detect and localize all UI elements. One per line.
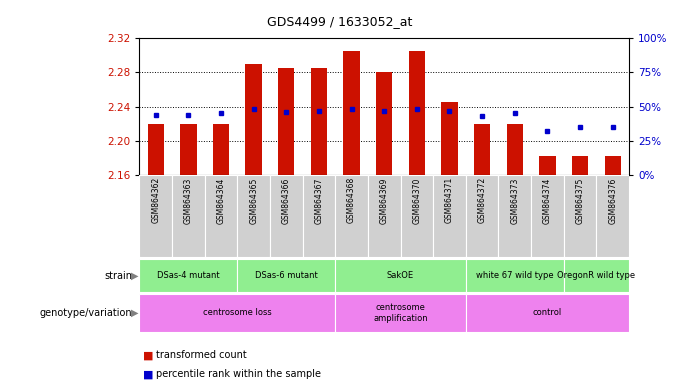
- Bar: [474, 124, 490, 175]
- Text: GSM864371: GSM864371: [445, 177, 454, 223]
- Text: GSM864363: GSM864363: [184, 177, 193, 223]
- Bar: [507, 124, 523, 175]
- Bar: [205, 175, 237, 257]
- Bar: [245, 64, 262, 175]
- Bar: [368, 175, 401, 257]
- Bar: [441, 102, 458, 175]
- Bar: [270, 175, 303, 257]
- Text: control: control: [532, 308, 562, 318]
- Text: transformed count: transformed count: [156, 350, 247, 360]
- Bar: [335, 175, 368, 257]
- Text: percentile rank within the sample: percentile rank within the sample: [156, 369, 322, 379]
- Text: GDS4499 / 1633052_at: GDS4499 / 1633052_at: [267, 15, 413, 28]
- Bar: [343, 51, 360, 175]
- Bar: [564, 175, 596, 257]
- Text: GSM864376: GSM864376: [608, 177, 617, 223]
- Bar: [139, 175, 172, 257]
- Bar: [148, 124, 164, 175]
- Bar: [172, 175, 205, 257]
- Text: GSM864365: GSM864365: [249, 177, 258, 223]
- Bar: [376, 73, 392, 175]
- Bar: [466, 175, 498, 257]
- Bar: [303, 175, 335, 257]
- Bar: [213, 124, 229, 175]
- Bar: [539, 156, 556, 175]
- Bar: [564, 259, 629, 292]
- Text: GSM864370: GSM864370: [412, 177, 422, 223]
- Text: GSM864373: GSM864373: [510, 177, 520, 223]
- Text: DSas-4 mutant: DSas-4 mutant: [157, 271, 220, 280]
- Text: ▶: ▶: [131, 308, 138, 318]
- Bar: [466, 294, 629, 332]
- Bar: [498, 175, 531, 257]
- Text: DSas-6 mutant: DSas-6 mutant: [255, 271, 318, 280]
- Text: ▶: ▶: [131, 270, 138, 281]
- Bar: [278, 68, 294, 175]
- Bar: [311, 68, 327, 175]
- Text: GSM864375: GSM864375: [575, 177, 585, 223]
- Bar: [139, 259, 237, 292]
- Text: centrosome
amplification: centrosome amplification: [373, 303, 428, 323]
- Text: ■: ■: [143, 369, 153, 379]
- Bar: [237, 259, 335, 292]
- Bar: [531, 175, 564, 257]
- Text: GSM864372: GSM864372: [477, 177, 487, 223]
- Text: GSM864368: GSM864368: [347, 177, 356, 223]
- Text: GSM864374: GSM864374: [543, 177, 552, 223]
- Text: SakOE: SakOE: [387, 271, 414, 280]
- Text: white 67 wild type: white 67 wild type: [476, 271, 554, 280]
- Bar: [605, 156, 621, 175]
- Bar: [409, 51, 425, 175]
- Text: GSM864364: GSM864364: [216, 177, 226, 223]
- Bar: [596, 175, 629, 257]
- Text: GSM864366: GSM864366: [282, 177, 291, 223]
- Bar: [466, 259, 564, 292]
- Text: ■: ■: [143, 350, 153, 360]
- Text: GSM864369: GSM864369: [379, 177, 389, 223]
- Bar: [401, 175, 433, 257]
- Text: GSM864367: GSM864367: [314, 177, 324, 223]
- Text: centrosome loss: centrosome loss: [203, 308, 272, 318]
- Bar: [572, 156, 588, 175]
- Bar: [180, 124, 197, 175]
- Bar: [237, 175, 270, 257]
- Bar: [433, 175, 466, 257]
- Text: genotype/variation: genotype/variation: [40, 308, 133, 318]
- Text: GSM864362: GSM864362: [151, 177, 160, 223]
- Bar: [335, 294, 466, 332]
- Text: strain: strain: [105, 270, 133, 281]
- Text: OregonR wild type: OregonR wild type: [558, 271, 635, 280]
- Bar: [335, 259, 466, 292]
- Bar: [139, 294, 335, 332]
